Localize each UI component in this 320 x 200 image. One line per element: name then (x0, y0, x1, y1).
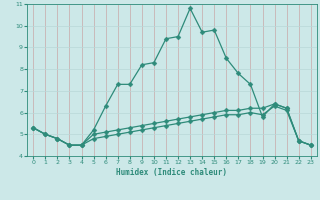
X-axis label: Humidex (Indice chaleur): Humidex (Indice chaleur) (116, 168, 228, 177)
